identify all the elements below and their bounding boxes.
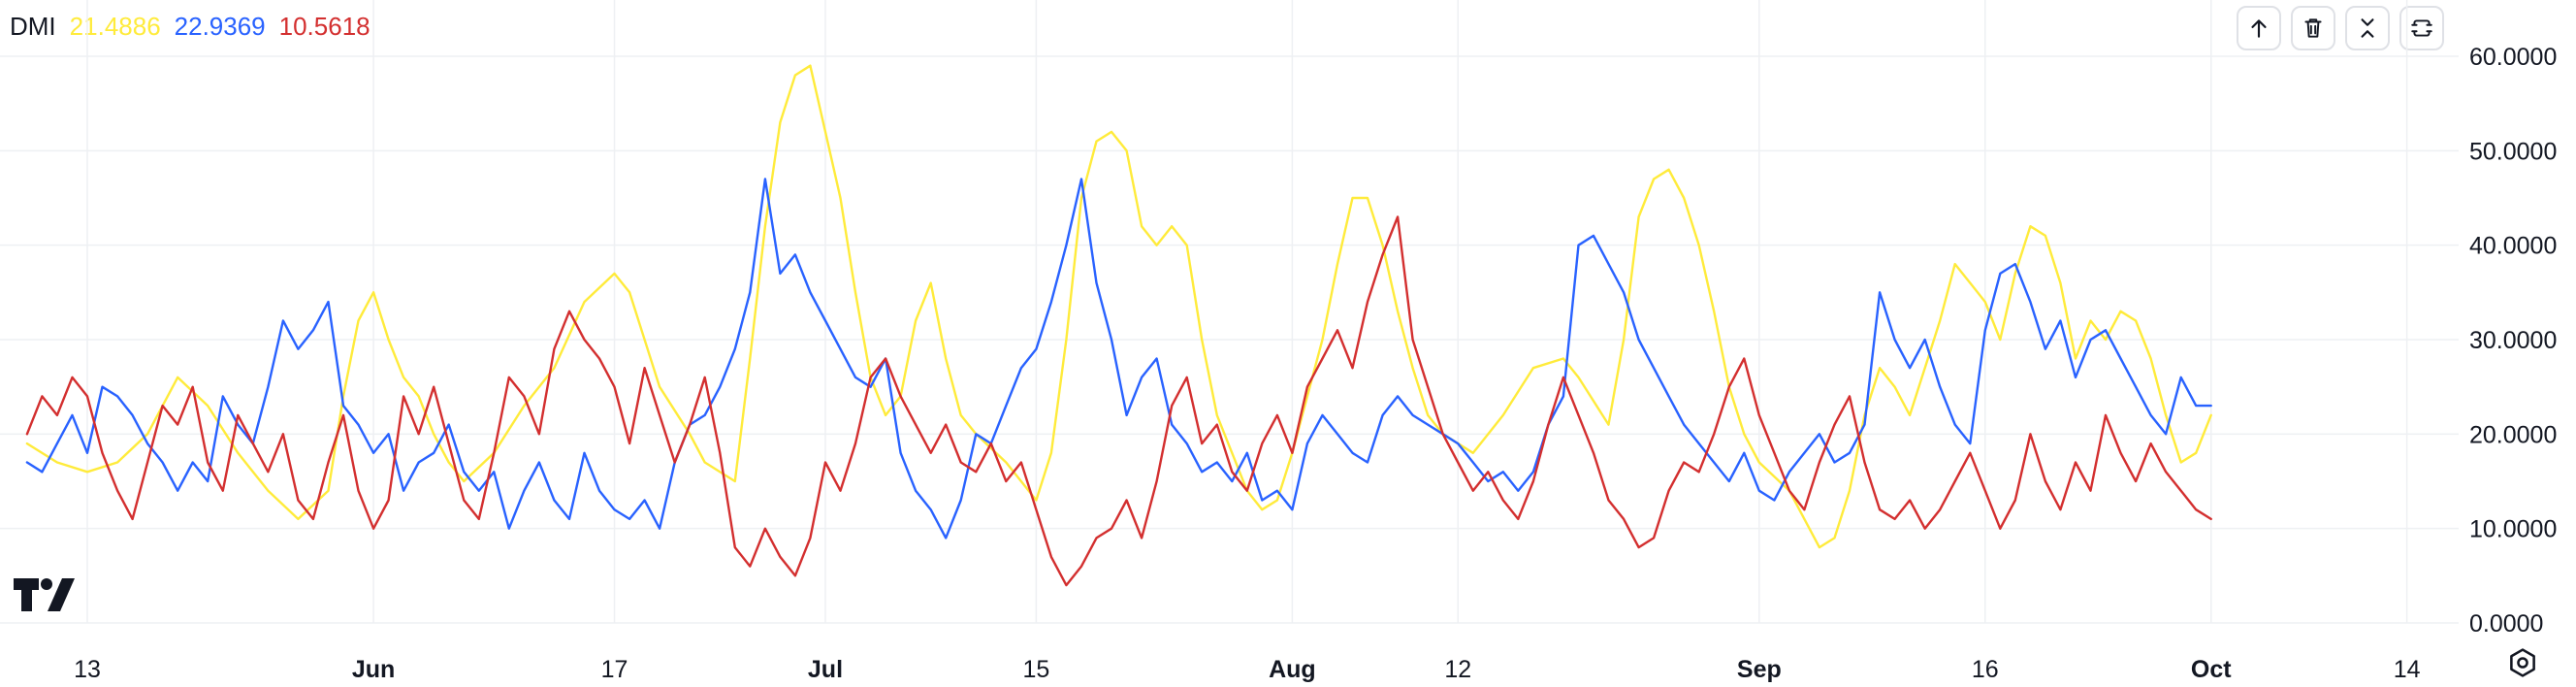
maximize-icon (2411, 19, 2432, 37)
delete-pane-button[interactable] (2291, 6, 2335, 50)
adx-value: 21.4886 (69, 12, 161, 41)
series-line-minus-di (25, 215, 2212, 587)
trash-icon (2304, 18, 2322, 38)
tradingview-logo[interactable] (14, 578, 76, 616)
x-tick-label: Sep (1737, 656, 1782, 683)
y-tick-label: 20.0000 (2469, 421, 2557, 448)
x-tick-label: 14 (2394, 656, 2421, 683)
x-tick-label: Aug (1269, 656, 1316, 683)
x-tick-label: Oct (2191, 656, 2232, 683)
x-tick-label: Jul (808, 656, 843, 683)
x-tick-label: 16 (1972, 656, 1999, 683)
y-tick-label: 0.0000 (2469, 610, 2543, 638)
arrow-up-icon (2251, 19, 2267, 38)
collapse-icon (2361, 18, 2374, 38)
y-tick-label: 10.0000 (2469, 516, 2557, 543)
x-tick-label: 15 (1022, 656, 1049, 683)
x-tick-label: Jun (352, 656, 395, 683)
indicator-name[interactable]: DMI (10, 12, 56, 41)
chart-settings-button[interactable] (2506, 646, 2539, 684)
y-tick-label: 40.0000 (2469, 233, 2557, 260)
minus-di-value: 10.5618 (278, 12, 370, 41)
y-tick-label: 60.0000 (2469, 44, 2557, 71)
collapse-pane-button[interactable] (2345, 6, 2390, 50)
x-tick-label: 12 (1444, 656, 1471, 683)
series-line-plus-di (25, 178, 2212, 540)
gear-icon (2510, 648, 2535, 677)
y-tick-label: 30.0000 (2469, 327, 2557, 354)
move-pane-up-button[interactable] (2237, 6, 2281, 50)
x-tick-label: 17 (601, 656, 628, 683)
indicator-legend: DMI 21.4886 22.9369 10.5618 (10, 12, 384, 42)
y-tick-label: 50.0000 (2469, 138, 2557, 165)
pane-toolbar (2237, 6, 2444, 50)
plus-di-value: 22.9369 (174, 12, 266, 41)
x-tick-label: 13 (74, 656, 101, 683)
tradingview-logo-icon (14, 578, 75, 611)
